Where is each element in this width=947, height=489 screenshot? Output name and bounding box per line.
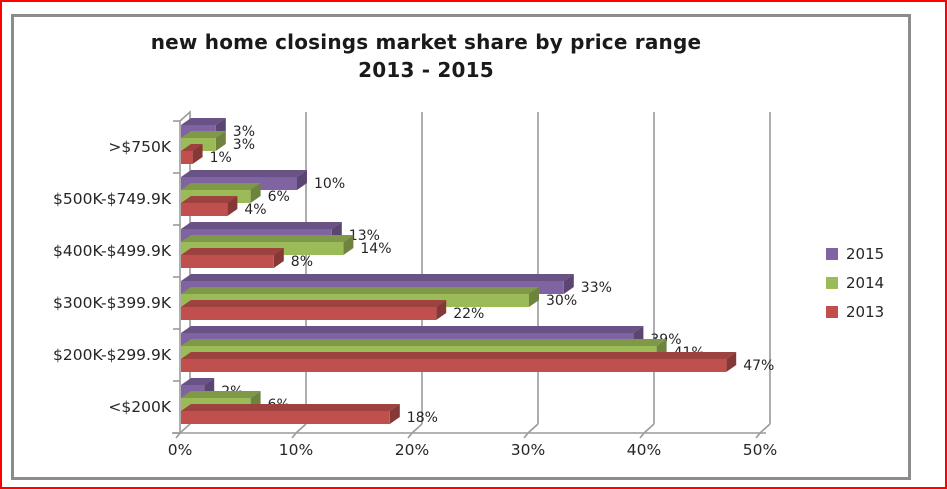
value-label: 18%	[407, 410, 438, 426]
x-axis-tick	[523, 432, 529, 439]
bar-2013-<$200K	[181, 411, 390, 424]
bar-end-2015	[563, 274, 574, 294]
bar-top-2013	[181, 248, 284, 255]
chart-legend: 2015 2014 2013	[826, 245, 885, 334]
legend-swatch-2015	[826, 248, 838, 260]
bar-top-2015	[181, 326, 644, 333]
chart-title: new home closings market share by price …	[14, 28, 838, 84]
bar-end-2014	[529, 287, 539, 307]
bar-end-2013	[389, 404, 400, 424]
gridline-foot	[527, 423, 539, 434]
category-label: >$750K	[108, 138, 171, 156]
bar-top-2013	[181, 300, 447, 307]
bar-2013-$300K-$399.9K	[181, 307, 437, 320]
x-axis-tick	[175, 432, 181, 439]
bar-2013-$400K-$499.9K	[181, 255, 274, 268]
value-label: 3%	[233, 124, 255, 140]
bar-top-2015	[181, 222, 342, 229]
bar-end-2013	[726, 352, 737, 372]
bar-top-2014	[181, 339, 667, 346]
bar-top-2014	[181, 131, 226, 138]
bar-end-2015	[297, 170, 307, 190]
bar-end-2013	[192, 144, 203, 164]
gridline-foot	[411, 423, 423, 434]
legend-swatch-2014	[826, 277, 838, 289]
bar-top-2013	[181, 404, 400, 411]
bar-end-2014	[250, 183, 261, 203]
x-axis-tick	[639, 432, 645, 439]
gridline-foot	[295, 423, 307, 434]
bar-top-2013	[181, 144, 203, 151]
value-label: 1%	[210, 150, 232, 166]
value-label: 4%	[244, 202, 266, 218]
x-tick-label: 40%	[627, 441, 661, 459]
legend-label-2013: 2013	[846, 303, 885, 321]
legend-item-2013: 2013	[826, 303, 885, 321]
bar-end-2014	[215, 131, 226, 151]
value-label: 30%	[546, 293, 577, 309]
x-axis-tick	[291, 432, 297, 439]
value-label: 3%	[233, 137, 255, 153]
legend-label-2015: 2015	[846, 245, 885, 263]
value-label: 33%	[581, 280, 612, 296]
x-tick-label: 10%	[279, 441, 313, 459]
bar-top-2014	[181, 287, 539, 294]
bar-2013->$750K	[181, 151, 193, 164]
value-label: 14%	[360, 241, 391, 257]
chart-title-line2: 2013 - 2015	[358, 58, 494, 82]
category-label: $200K-$299.9K	[53, 346, 172, 364]
legend-item-2014: 2014	[826, 274, 885, 292]
bar-end-2013	[227, 196, 238, 216]
x-axis-tick	[407, 432, 413, 439]
legend-swatch-2013	[826, 306, 838, 318]
x-tick-label: 30%	[511, 441, 545, 459]
bar-2013-$500K-$749.9K	[181, 203, 228, 216]
bar-top-2013	[181, 352, 737, 359]
category-label: $400K-$499.9K	[53, 242, 172, 260]
value-label: 8%	[291, 254, 313, 270]
x-axis-tick	[755, 432, 761, 439]
chart-title-line1: new home closings market share by price …	[150, 30, 702, 54]
legend-label-2014: 2014	[846, 274, 885, 292]
bar-top-2015	[181, 118, 226, 125]
plot-area: 0% 10% 20% 30% 40% 50% >$750K $500K-$749.9K $400…	[53, 110, 777, 459]
bar-end-2013	[273, 248, 284, 268]
category-label: $300K-$399.9K	[53, 294, 172, 312]
bar-end-2014	[343, 235, 354, 255]
bar-top-2014	[181, 391, 261, 398]
value-label: 13%	[349, 228, 380, 244]
gridline-foot	[759, 423, 771, 434]
value-label: 22%	[453, 306, 484, 322]
x-tick-label: 20%	[395, 441, 429, 459]
bar-top-2015	[181, 378, 215, 385]
bar-2013-$200K-$299.9K	[181, 359, 727, 372]
category-label: <$200K	[108, 398, 171, 416]
bar-top-2015	[181, 274, 574, 281]
value-label: 47%	[743, 358, 774, 374]
bar-top-2013	[181, 196, 238, 203]
bar-top-2015	[181, 170, 307, 177]
category-label: $500K-$749.9K	[53, 190, 172, 208]
bar-end-2013	[436, 300, 447, 320]
legend-item-2015: 2015	[826, 245, 885, 263]
value-label: 6%	[268, 189, 290, 205]
bar-top-2014	[181, 235, 354, 242]
gridline-foot	[643, 423, 655, 434]
x-tick-label: 0%	[168, 441, 193, 459]
x-tick-label: 50%	[743, 441, 777, 459]
chart-container: new home closings market share by price …	[11, 14, 911, 480]
bar-top-2014	[181, 183, 261, 190]
value-label: 10%	[314, 176, 345, 192]
